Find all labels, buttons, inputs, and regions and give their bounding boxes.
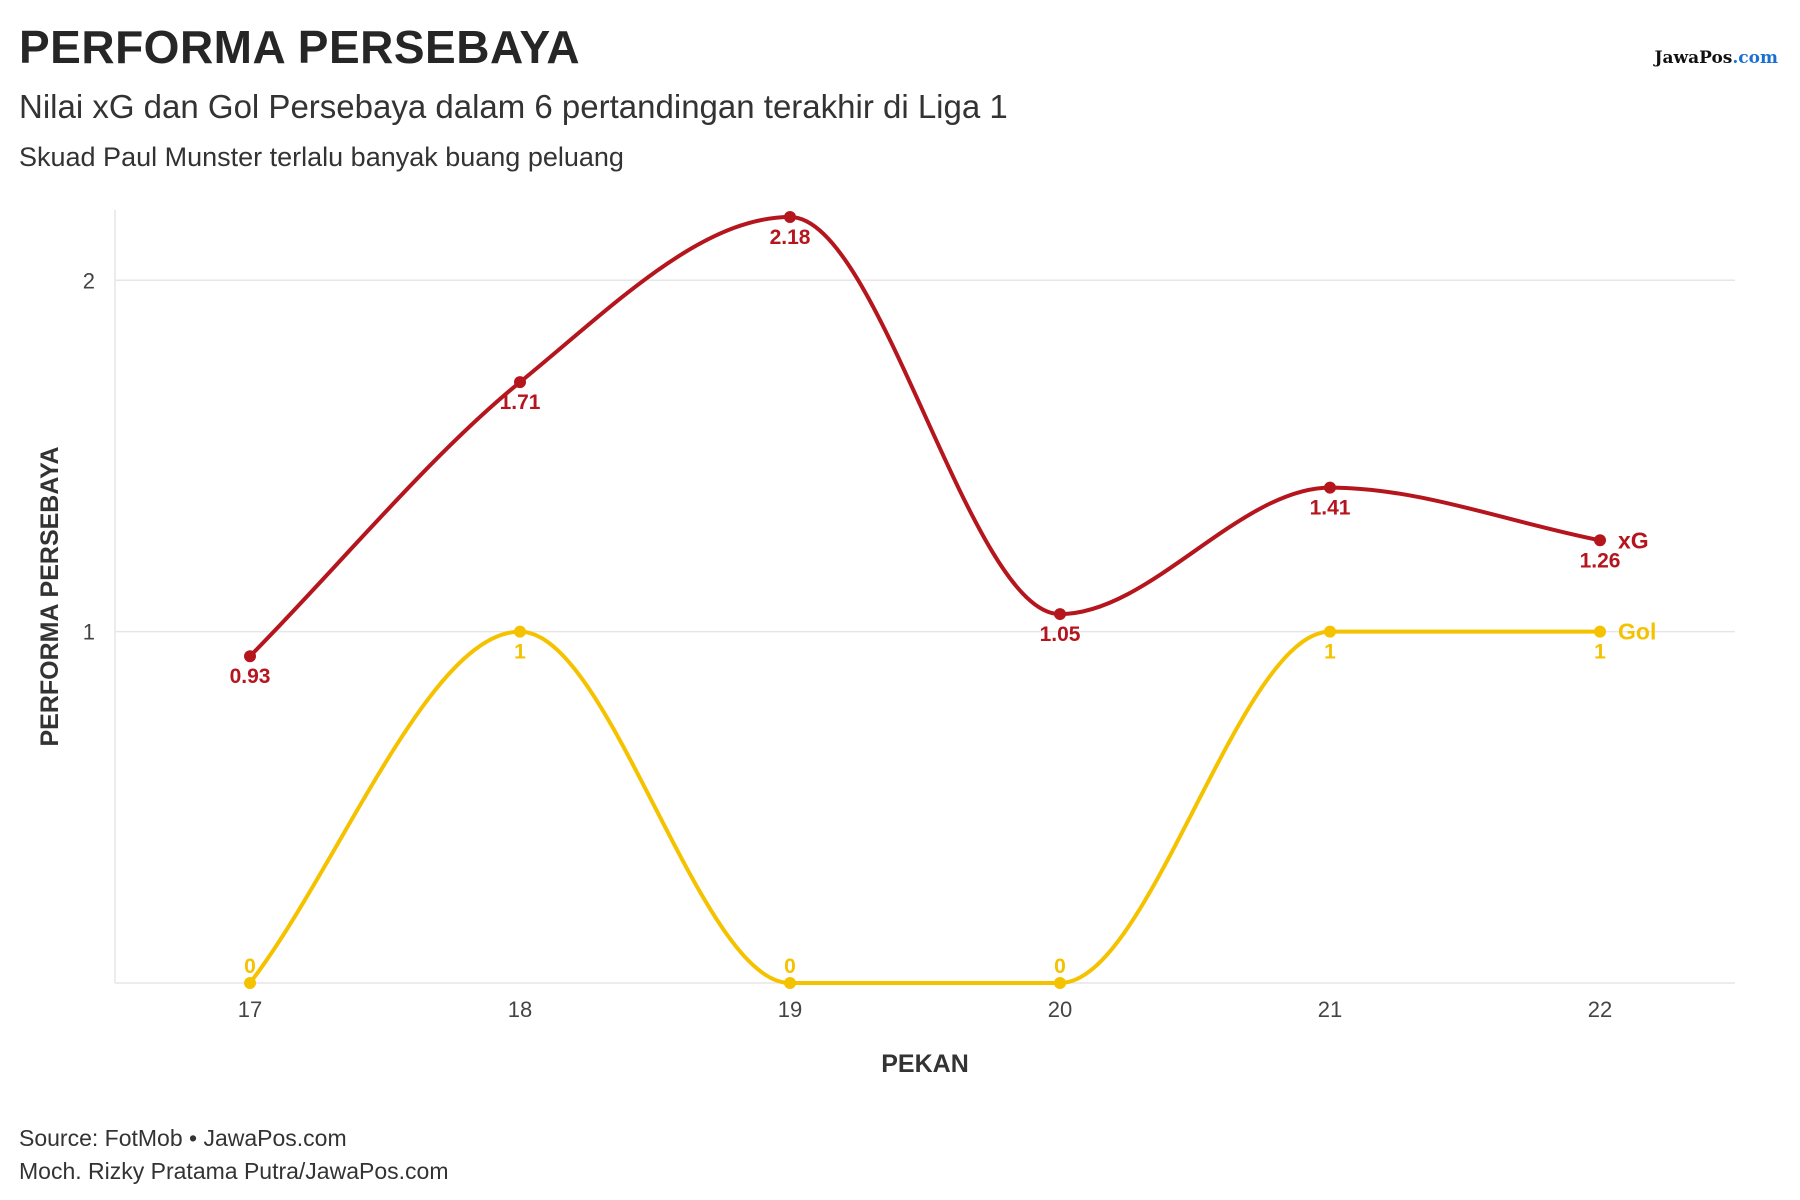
series-label-gol: Gol <box>1618 619 1656 645</box>
brand-logo: JawaPos.com <box>1654 48 1778 68</box>
footer-credit: Moch. Rizky Pratama Putra/JawaPos.com <box>19 1158 449 1184</box>
x-tick-label: 19 <box>778 997 802 1022</box>
data-point-xg <box>1054 608 1066 621</box>
axes-layer: 1 2 17 18 19 20 21 22 PEKAN PERFORMA PERSEBAYA <box>36 210 1735 1078</box>
data-point-xg <box>1594 534 1606 547</box>
data-point-gol <box>1324 625 1336 638</box>
data-label-gol: 0 <box>244 955 256 978</box>
grid-layer <box>115 279 1735 633</box>
data-point-gol <box>514 625 526 638</box>
brand-name: JawaPos <box>1654 48 1733 68</box>
data-point-gol <box>1594 625 1606 638</box>
data-point-xg <box>784 211 796 224</box>
chart-title: PERFORMA PERSEBAYA <box>19 21 581 73</box>
x-tick-label: 18 <box>508 997 532 1022</box>
x-tick-label: 22 <box>1588 997 1612 1022</box>
data-label-xg: 1.41 <box>1310 497 1351 520</box>
footer-source: Source: FotMob • JawaPos.com <box>19 1125 347 1151</box>
chart-caption: Skuad Paul Munster terlalu banyak buang … <box>19 142 624 172</box>
data-point-gol <box>784 977 796 989</box>
data-label-xg: 2.18 <box>770 226 811 249</box>
line-chart: 1 2 17 18 19 20 21 22 PEKAN PERFORMA PERSEBAYA 0.… <box>36 210 1735 1078</box>
series-label-xg: xG <box>1618 527 1649 553</box>
data-point-gol <box>244 977 256 989</box>
data-point-gol <box>1054 977 1066 989</box>
data-label-xg: 0.93 <box>230 665 271 688</box>
data-label-xg: 1.05 <box>1040 623 1081 646</box>
data-label-xg: 1.26 <box>1580 549 1621 572</box>
data-label-gol: 1 <box>514 641 526 664</box>
x-axis-title: PEKAN <box>881 1050 969 1078</box>
data-label-gol: 1 <box>1594 641 1606 664</box>
brand-suffix: .com <box>1732 48 1778 68</box>
chart-subtitle: Nilai xG dan Gol Persebaya dalam 6 perta… <box>19 88 1008 125</box>
data-label-gol: 0 <box>1054 955 1066 978</box>
data-label-xg: 1.71 <box>500 391 541 414</box>
y-axis-title: PERFORMA PERSEBAYA <box>36 446 64 746</box>
series-line-xg <box>248 215 1602 659</box>
x-tick-label: 20 <box>1048 997 1072 1022</box>
data-point-xg <box>1324 481 1336 494</box>
x-tick-label: 21 <box>1318 997 1342 1022</box>
data-label-gol: 1 <box>1324 641 1336 664</box>
series-line-gol <box>248 629 1602 986</box>
x-tick-label: 17 <box>238 997 262 1022</box>
y-tick-label: 1 <box>83 620 95 645</box>
series-layer <box>244 211 1606 989</box>
data-label-gol: 0 <box>784 955 796 978</box>
data-point-xg <box>244 650 256 663</box>
data-point-xg <box>514 376 526 389</box>
y-tick-label: 2 <box>83 268 95 293</box>
